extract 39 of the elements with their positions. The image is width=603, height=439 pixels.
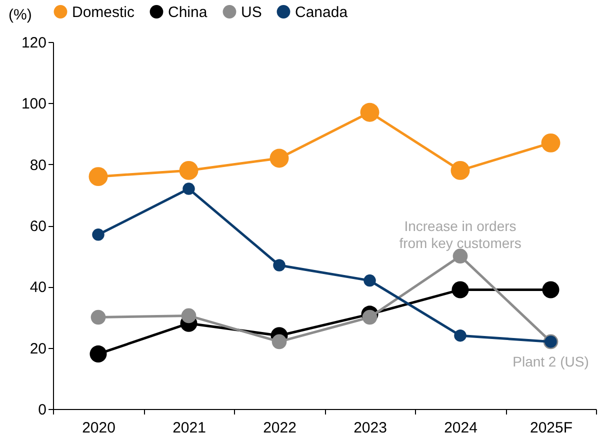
x-tick-label: 2025F	[530, 420, 573, 436]
legend-label: China	[168, 4, 208, 21]
point	[362, 310, 378, 325]
point	[364, 274, 376, 287]
point	[450, 160, 470, 180]
x-tick-label: 2020	[82, 420, 116, 436]
x-tick-label: 2024	[444, 420, 478, 436]
y-tick-label: 80	[30, 156, 46, 174]
x-tick-label: 2022	[263, 420, 296, 436]
point	[90, 345, 107, 362]
point	[542, 281, 560, 298]
point	[182, 182, 195, 195]
point	[272, 334, 287, 350]
point	[452, 281, 469, 298]
legend-label: Domestic	[72, 4, 136, 21]
y-tick-label: 60	[30, 218, 46, 235]
annotation: Plant 2 (US)	[512, 354, 589, 370]
point	[179, 160, 198, 180]
point	[88, 167, 108, 186]
y-tick-label: 100	[21, 96, 46, 113]
y-tick-label: 20	[30, 340, 46, 358]
y-tick-label: 0	[38, 402, 46, 418]
point	[90, 310, 106, 325]
legend-label: US	[241, 4, 262, 21]
x-tick-label: 2023	[354, 420, 387, 436]
point	[541, 133, 560, 152]
y-axis-title: (%)	[8, 6, 32, 24]
point	[454, 329, 466, 342]
point	[452, 248, 468, 264]
point	[92, 228, 104, 241]
point	[273, 259, 286, 272]
annotation: Increase in orders from key customers	[399, 218, 522, 252]
point	[270, 148, 289, 168]
y-tick-label: 120	[21, 34, 46, 52]
x-tick-label: 2021	[172, 420, 206, 436]
point	[360, 102, 380, 122]
legend-label: Canada	[295, 4, 348, 21]
y-tick-label: 40	[30, 279, 46, 296]
point	[181, 308, 196, 324]
